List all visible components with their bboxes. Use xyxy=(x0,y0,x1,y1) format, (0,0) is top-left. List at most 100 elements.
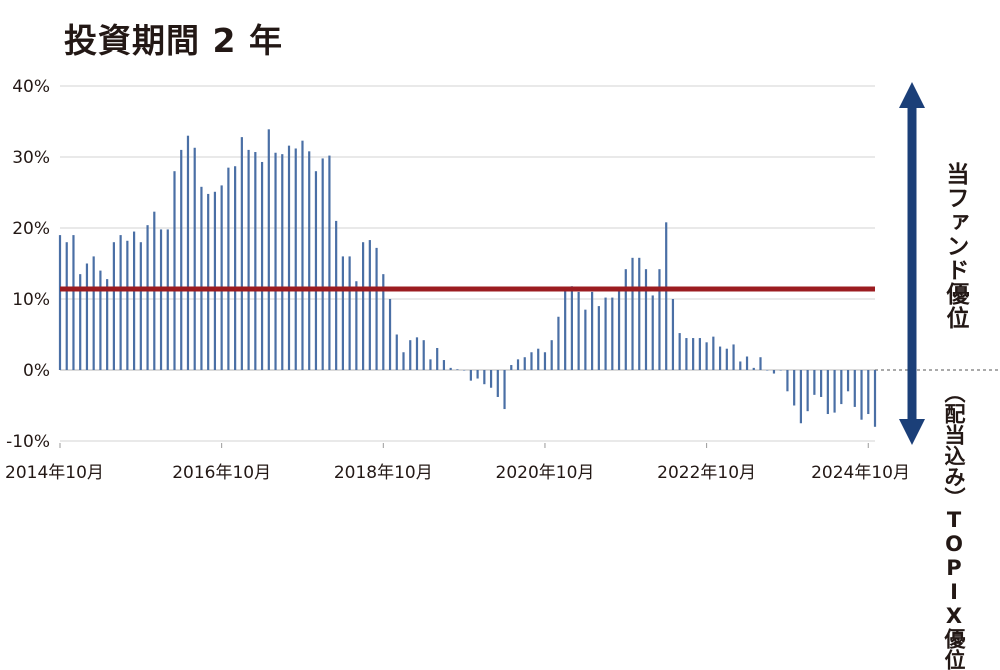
gridlines xyxy=(60,85,1000,442)
bar xyxy=(65,242,68,370)
bar xyxy=(483,370,486,385)
bar xyxy=(833,370,836,413)
bar xyxy=(442,360,446,370)
bar xyxy=(826,370,829,415)
bar xyxy=(274,152,277,370)
bar xyxy=(260,161,264,370)
bar xyxy=(429,359,432,370)
bar xyxy=(846,370,850,392)
y-tick-label: 40% xyxy=(12,77,50,97)
bar xyxy=(213,191,217,370)
bar xyxy=(267,129,270,370)
bar xyxy=(341,256,344,370)
bar xyxy=(234,166,237,370)
bar xyxy=(503,370,506,410)
bar-series xyxy=(58,129,877,427)
bar xyxy=(119,235,122,370)
bar xyxy=(139,242,142,370)
bar xyxy=(705,342,708,370)
bar xyxy=(200,186,203,370)
x-tick-label: 2018年10月 xyxy=(334,463,433,483)
bar xyxy=(355,281,358,370)
bar xyxy=(692,338,695,370)
bar xyxy=(247,149,250,370)
bar xyxy=(550,340,553,370)
bar xyxy=(557,316,560,370)
x-tick-label: 2022年10月 xyxy=(657,463,756,483)
bar xyxy=(597,306,600,370)
bar xyxy=(496,370,499,397)
bar xyxy=(58,235,62,370)
bar xyxy=(604,297,607,370)
bar xyxy=(193,147,196,370)
chart-title: 投資期間 2 年 xyxy=(64,21,283,60)
bar xyxy=(314,171,318,370)
bar xyxy=(308,151,311,370)
x-tick-label: 2024年10月 xyxy=(811,463,910,483)
bar xyxy=(348,256,351,370)
bar xyxy=(402,352,405,370)
bar xyxy=(523,357,526,370)
arrow-head-up xyxy=(899,82,925,108)
bar xyxy=(146,225,149,370)
bar xyxy=(745,356,749,370)
bar xyxy=(254,152,257,370)
bar xyxy=(678,333,681,370)
bar xyxy=(388,299,392,370)
bar xyxy=(294,148,297,370)
bar xyxy=(537,348,540,370)
bar xyxy=(806,370,809,412)
bar xyxy=(543,352,547,370)
arrow-shaft xyxy=(907,106,917,421)
bar xyxy=(72,235,75,370)
bar xyxy=(207,193,210,370)
bar xyxy=(718,346,722,370)
bar xyxy=(132,231,136,370)
bar xyxy=(281,154,284,370)
bar xyxy=(665,222,668,370)
bar xyxy=(126,240,129,370)
bar xyxy=(739,361,742,370)
x-axis-ticks: 2014年10月 2016年10月 2018年10月 2020年10月 2022年10月… xyxy=(5,443,910,483)
fund-advantage-label: 当ファンド優位 xyxy=(942,162,968,330)
bar xyxy=(772,370,776,374)
bar xyxy=(301,140,304,370)
chart-area: 40% 30% 20% 10% 0% -10% 2014年10月 2016年10月 2018年… xyxy=(5,77,1000,483)
bar xyxy=(382,274,385,370)
bar xyxy=(220,185,223,370)
bar xyxy=(449,367,452,370)
bar xyxy=(873,370,877,427)
bar xyxy=(793,370,796,406)
x-tick-label: 2014年10月 xyxy=(5,463,104,483)
bar xyxy=(698,338,701,370)
bar xyxy=(287,145,291,370)
bar xyxy=(85,263,89,370)
y-tick-label: -10% xyxy=(6,432,50,452)
bar xyxy=(732,344,735,370)
bar xyxy=(409,340,412,370)
x-tick-label: 2016年10月 xyxy=(172,463,271,483)
bar xyxy=(489,370,493,388)
bar xyxy=(463,370,466,371)
bar xyxy=(725,348,728,370)
bar xyxy=(867,370,870,415)
bar xyxy=(180,149,183,370)
bar xyxy=(375,247,378,370)
bar xyxy=(240,137,243,370)
bar xyxy=(112,242,115,370)
bar xyxy=(651,295,654,370)
bar xyxy=(436,347,439,370)
bar xyxy=(166,229,169,370)
bar xyxy=(638,257,641,370)
bar xyxy=(530,352,533,370)
bar xyxy=(786,370,789,392)
bar xyxy=(685,338,688,370)
bar xyxy=(99,270,102,370)
bar xyxy=(813,370,816,395)
bar xyxy=(658,269,661,370)
bar xyxy=(422,340,425,370)
bar xyxy=(321,158,324,370)
bar xyxy=(631,257,634,370)
y-axis-ticks: 40% 30% 20% 10% 0% -10% xyxy=(6,77,50,452)
bar xyxy=(476,370,479,379)
